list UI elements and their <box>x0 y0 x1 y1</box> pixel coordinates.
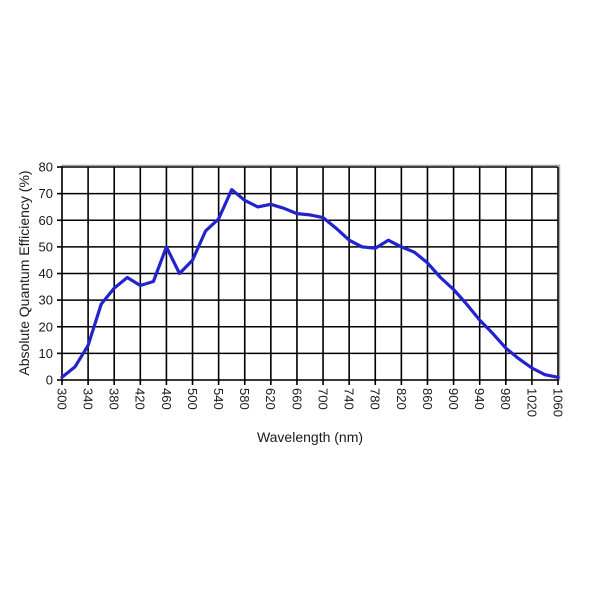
x-tick-label: 1020 <box>524 388 539 417</box>
x-tick-label: 340 <box>81 388 96 410</box>
x-tick-label: 300 <box>54 388 69 410</box>
y-tick-label: 50 <box>39 239 53 254</box>
y-tick-label: 80 <box>39 160 53 175</box>
x-tick-label: 1060 <box>550 388 565 417</box>
x-tick-label: 820 <box>394 388 409 410</box>
y-tick-label: 40 <box>39 266 53 281</box>
x-tick-label: 540 <box>211 388 226 410</box>
x-tick-label: 500 <box>185 388 200 410</box>
x-tick-label: 940 <box>472 388 487 410</box>
x-tick-label: 420 <box>133 388 148 410</box>
x-tick-label: 620 <box>263 388 278 410</box>
x-tick-label: 900 <box>446 388 461 410</box>
y-axis-title: Absolute Quantum Efficiency (%) <box>16 170 32 376</box>
x-tick-label: 460 <box>159 388 174 410</box>
x-tick-label: 740 <box>342 388 357 410</box>
x-tick-label: 660 <box>289 388 304 410</box>
x-axis-title: Wavelength (nm) <box>256 429 364 445</box>
x-tick-label: 700 <box>316 388 331 410</box>
y-tick-label: 0 <box>46 373 53 388</box>
y-tick-label: 10 <box>39 346 53 361</box>
x-tick-label: 380 <box>107 388 122 410</box>
x-tick-label: 780 <box>368 388 383 410</box>
y-tick-label: 60 <box>39 213 53 228</box>
x-tick-label: 980 <box>498 388 513 410</box>
y-tick-label: 30 <box>39 293 53 308</box>
y-tick-label: 20 <box>39 319 53 334</box>
qe-curve <box>60 188 560 379</box>
x-tick-label: 860 <box>420 388 435 410</box>
y-tick-label: 70 <box>39 186 53 201</box>
x-tick-label: 580 <box>237 388 252 410</box>
